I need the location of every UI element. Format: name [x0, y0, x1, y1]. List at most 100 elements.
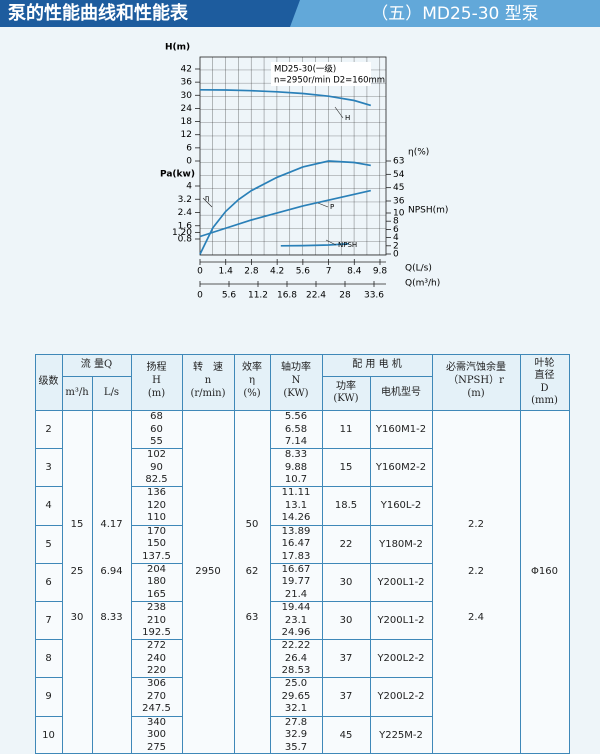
table-value: 2.2: [468, 566, 484, 577]
table-cell: [520, 410, 570, 754]
table-value: Φ160: [531, 566, 558, 577]
header-text: 转 速: [193, 362, 223, 373]
chart: 泵的性能曲线和性能表 （五）MD25-30 型泵 MD25-30(一级) n=2…: [0, 0, 600, 301]
head-value: 220: [146, 665, 167, 677]
table-cell: [270, 601, 323, 641]
x-tick-label: 1.4: [219, 267, 234, 277]
note-box: [271, 62, 371, 86]
annotation: n=2950r/min D2=160mm: [274, 76, 385, 86]
table-cell: [35, 524, 63, 564]
header-text: (KW): [283, 388, 309, 399]
table-cell: [520, 354, 570, 411]
head-value: 204: [146, 563, 167, 575]
header-text: (m): [147, 388, 166, 399]
x-tick-label: 8.4: [347, 267, 362, 277]
power-value: 17.83: [281, 550, 311, 562]
table-cell: [35, 601, 63, 641]
y-tick-label: 6: [393, 225, 399, 235]
head-value: 60: [150, 423, 163, 435]
motor-kw: 30: [339, 576, 353, 588]
power-value: 7.14: [284, 436, 308, 447]
motor-model: Y200L2-2: [377, 691, 425, 703]
power-value: 13.1: [284, 499, 308, 511]
power-value: 10.7: [284, 474, 308, 486]
motor-kw: 22: [339, 538, 353, 550]
leader-line: [334, 106, 344, 119]
header-text: (mm): [531, 395, 558, 406]
header-text: 轴功率: [281, 362, 311, 373]
table-cell: [322, 524, 371, 564]
table-cell: [370, 562, 433, 602]
header-text: 级数: [38, 376, 59, 387]
table-cell: [131, 715, 183, 754]
header-text: D: [540, 383, 549, 394]
head-value: 306: [146, 678, 167, 690]
table-cell: [35, 410, 63, 450]
leader-line: [317, 202, 329, 208]
header-text: L/s: [103, 387, 120, 398]
table-cell: [370, 639, 433, 679]
head-value: 120: [146, 499, 167, 511]
power-value: 28.53: [281, 665, 311, 677]
head-value: 272: [146, 640, 167, 652]
y-tick-label: 0.8: [178, 235, 193, 245]
table-cell: [270, 524, 323, 564]
head-value: 170: [146, 525, 167, 537]
curve-label: P: [330, 203, 334, 211]
head-value: 300: [146, 729, 167, 741]
grid: [199, 56, 387, 256]
y-tick-label: 30: [181, 91, 193, 101]
table-cell: [270, 410, 323, 450]
y-tick-label: 36: [181, 78, 193, 88]
power-value: 26.4: [284, 652, 308, 664]
head-value: 340: [146, 716, 167, 728]
table-cell: [131, 639, 183, 679]
header-text: (%): [243, 388, 261, 399]
table-value: 62: [245, 566, 259, 577]
table-value: 2950: [195, 566, 221, 577]
stage: 7: [45, 615, 52, 626]
motor-model: Y160M2-2: [375, 462, 427, 474]
header-text: 叶轮: [534, 358, 555, 369]
motor-kw: 15: [339, 462, 353, 474]
head-value: 270: [146, 690, 167, 702]
table-cell: [131, 562, 183, 602]
axis-title: Pa(kw): [160, 170, 195, 180]
y-tick-label: 54: [393, 170, 405, 180]
leader-line: [202, 197, 213, 208]
table-value: 4.17: [100, 519, 123, 530]
head-value: 137.5: [142, 550, 171, 562]
table-cell: [370, 715, 433, 754]
curve: [199, 88, 372, 107]
y-tick-label: 3.2: [178, 195, 192, 205]
header-text: m³/h: [65, 387, 89, 398]
table-cell: [35, 677, 63, 717]
head-value: 210: [146, 614, 167, 626]
table-value: 8.33: [100, 612, 123, 623]
power-value: 19.77: [281, 576, 311, 588]
head-value: 102: [146, 449, 167, 461]
head-value: 110: [146, 512, 167, 524]
table-cell: [35, 448, 63, 488]
motor-model: Y200L2-2: [377, 653, 425, 665]
power-value: 35.7: [284, 741, 308, 753]
y-tick-label: 2: [393, 241, 399, 251]
x-tick-label: 4.2: [270, 267, 284, 277]
power-value: 29.65: [281, 690, 311, 702]
stage: 10: [42, 729, 55, 741]
head-value: 180: [146, 576, 167, 588]
power-value: 5.56: [284, 411, 308, 422]
table-cell: [234, 410, 271, 754]
y-tick-label: 0: [393, 250, 399, 260]
motor-model: Y180M-2: [379, 538, 423, 550]
y-tick-label: 8: [393, 217, 399, 227]
power-value: 27.8: [284, 716, 308, 728]
stage: 6: [45, 576, 52, 588]
axis-title: H(m): [165, 43, 190, 53]
table-value: 15: [70, 519, 84, 530]
table-cell: [270, 639, 323, 679]
table-cell: [432, 410, 521, 754]
y-tick-label: 2.4: [178, 208, 193, 218]
table-cell: [35, 562, 63, 602]
curve-label: H: [345, 114, 350, 122]
